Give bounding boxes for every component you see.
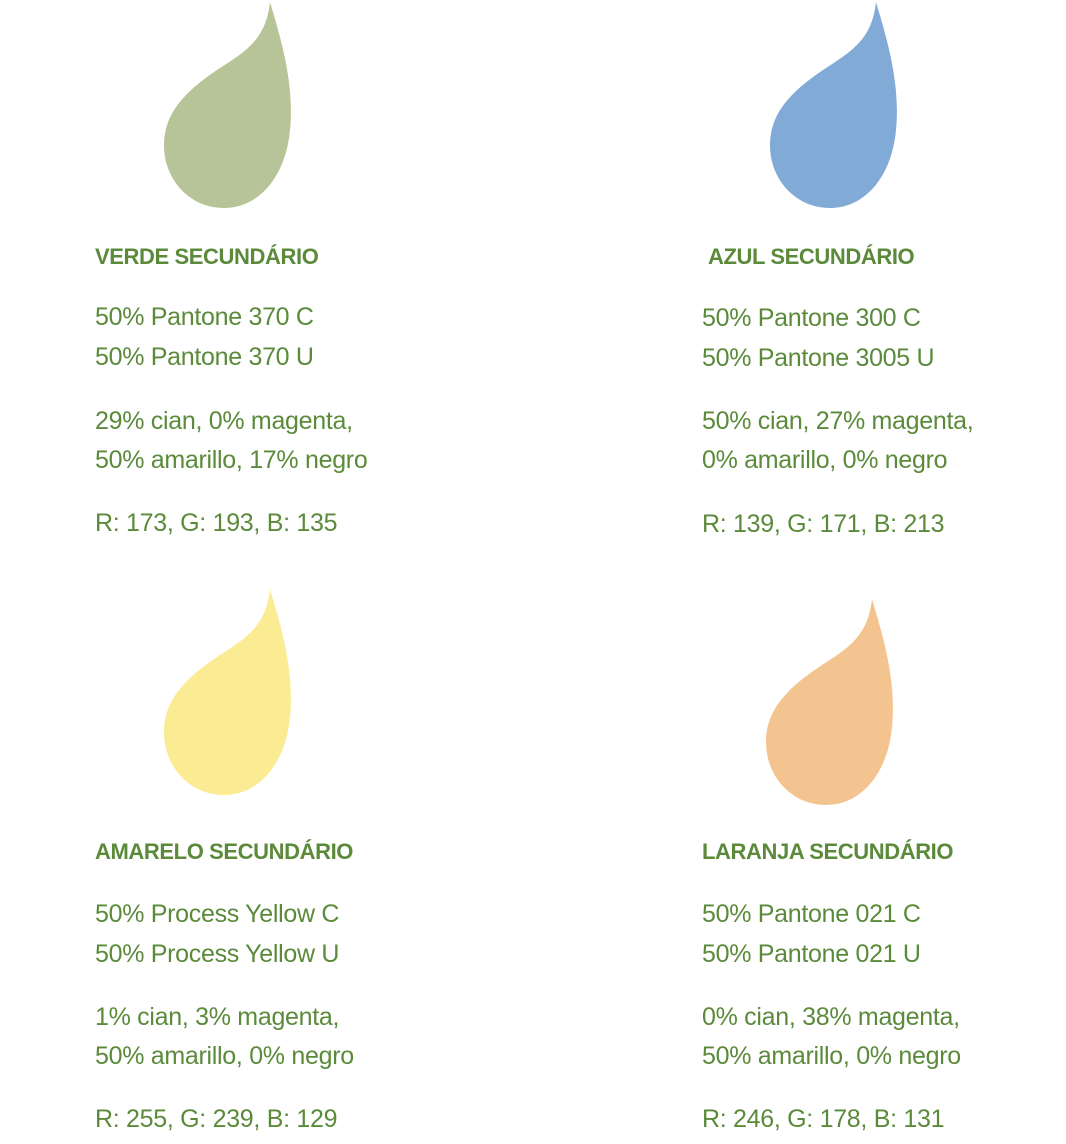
rgb-laranja: R: 246, G: 178, B: 131 — [702, 1105, 945, 1133]
drop-icon-amarelo — [160, 587, 300, 797]
pantone-c-verde: 50% Pantone 370 C — [95, 303, 314, 331]
cmyk-line-2-azul: 0% amarillo, 0% negro — [702, 446, 948, 474]
cmyk-line-2-amarelo: 50% amarillo, 0% negro — [95, 1042, 354, 1070]
pantone-u-amarelo: 50% Process Yellow U — [95, 940, 340, 968]
rgb-verde: R: 173, G: 193, B: 135 — [95, 509, 338, 537]
drop-shape — [766, 599, 893, 805]
pantone-c-amarelo: 50% Process Yellow C — [95, 900, 340, 928]
cmyk-line-2-laranja: 50% amarillo, 0% negro — [702, 1042, 961, 1070]
drop-icon-azul — [766, 0, 906, 210]
cmyk-line-1-azul: 50% cian, 27% magenta, — [702, 407, 974, 435]
drop-icon-verde — [160, 0, 300, 210]
drop-shape — [164, 589, 291, 795]
cmyk-line-1-verde: 29% cian, 0% magenta, — [95, 407, 353, 435]
pantone-u-azul: 50% Pantone 3005 U — [702, 344, 935, 372]
swatch-title-amarelo: AMARELO SECUNDÁRIO — [95, 839, 354, 864]
rgb-azul: R: 139, G: 171, B: 213 — [702, 510, 945, 538]
swatch-title-azul: AZUL SECUNDÁRIO — [708, 244, 915, 269]
rgb-amarelo: R: 255, G: 239, B: 129 — [95, 1105, 338, 1133]
swatch-title-laranja: LARANJA SECUNDÁRIO — [702, 839, 954, 864]
drop-shape — [164, 2, 291, 208]
pantone-c-azul: 50% Pantone 300 C — [702, 304, 921, 332]
cmyk-line-2-verde: 50% amarillo, 17% negro — [95, 446, 368, 474]
cmyk-line-1-laranja: 0% cian, 38% magenta, — [702, 1003, 960, 1031]
pantone-c-laranja: 50% Pantone 021 C — [702, 900, 921, 928]
drop-shape — [770, 2, 897, 208]
swatch-title-verde: VERDE SECUNDÁRIO — [95, 244, 319, 269]
pantone-u-verde: 50% Pantone 370 U — [95, 343, 314, 371]
drop-icon-laranja — [762, 597, 902, 807]
pantone-u-laranja: 50% Pantone 021 U — [702, 940, 921, 968]
cmyk-line-1-amarelo: 1% cian, 3% magenta, — [95, 1003, 340, 1031]
